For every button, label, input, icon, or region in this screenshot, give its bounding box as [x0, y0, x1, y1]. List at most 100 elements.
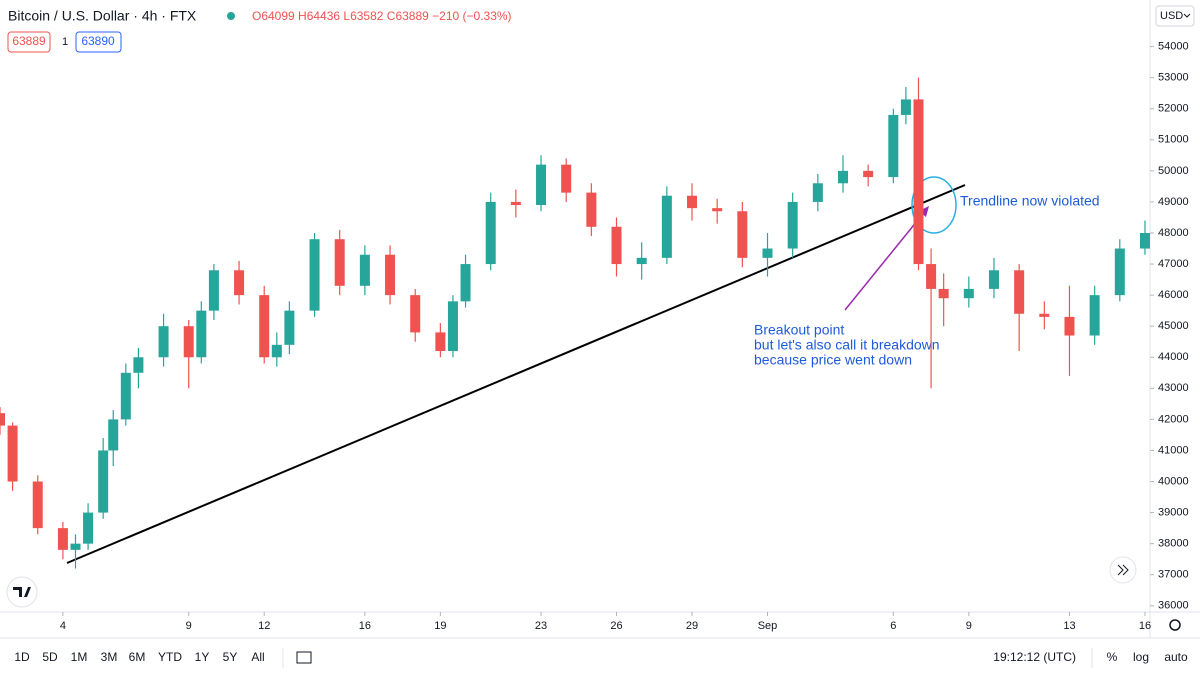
candle-body [926, 264, 937, 289]
candle-body [208, 270, 219, 311]
sell-price[interactable]: 63889 [12, 34, 46, 48]
candle-body [1139, 232, 1150, 249]
scale-option[interactable]: auto [1164, 650, 1188, 664]
candle-body [309, 239, 320, 311]
range-button[interactable]: YTD [158, 650, 182, 664]
candle-body [410, 295, 421, 333]
candle-body [259, 295, 270, 358]
y-tick-label: 47000 [1158, 258, 1189, 270]
candle-body [561, 164, 572, 193]
candle-body [762, 248, 773, 258]
y-tick-label: 52000 [1158, 103, 1189, 115]
candle-body [863, 170, 874, 178]
candle-body [83, 512, 94, 544]
buy-price[interactable]: 63890 [81, 34, 115, 48]
x-tick-label: 16 [1139, 620, 1151, 632]
candle-body [687, 195, 698, 209]
x-tick-label: 13 [1063, 620, 1075, 632]
y-tick-label: 48000 [1158, 227, 1189, 239]
x-tick-label: 23 [535, 620, 547, 632]
candle-body [837, 170, 848, 184]
y-tick-label: 39000 [1158, 506, 1189, 518]
candle-body [98, 450, 109, 513]
arrow-head [919, 206, 929, 217]
buy-button[interactable] [75, 31, 122, 53]
y-tick-label: 37000 [1158, 569, 1189, 581]
candle-body [385, 254, 396, 296]
clock: 19:12:12 (UTC) [993, 650, 1076, 664]
annotation: Trendline now violated [960, 193, 1100, 209]
sell-button[interactable] [7, 31, 51, 53]
candle-body [737, 211, 748, 258]
range-button[interactable]: 5D [42, 650, 58, 664]
annotation: Breakout point [754, 322, 844, 338]
x-tick-label: 9 [966, 620, 972, 632]
candle-body [234, 270, 245, 296]
x-tick-label: 29 [686, 620, 698, 632]
settings-icon[interactable] [1169, 619, 1181, 631]
candle-body [108, 419, 119, 451]
candle-body [586, 192, 597, 227]
logo-mark [13, 587, 31, 597]
candle-body [133, 357, 144, 373]
candle-body [284, 310, 295, 345]
range-button[interactable]: 1D [14, 650, 30, 664]
y-tick-label: 51000 [1158, 134, 1189, 146]
spread: 1 [62, 36, 68, 48]
candle-body [1014, 270, 1025, 314]
candle-body [158, 326, 169, 358]
candle-body [70, 543, 81, 550]
y-tick-label: 41000 [1158, 444, 1189, 456]
candle-body [1039, 313, 1050, 317]
currency-caret [1183, 13, 1191, 18]
candle-body [510, 201, 521, 206]
candle-body [913, 99, 924, 265]
scale-option[interactable]: log [1133, 650, 1149, 664]
x-tick-label: 9 [186, 620, 192, 632]
x-tick-label: 12 [258, 620, 270, 632]
highlight-circle [911, 176, 957, 234]
x-tick-label: 4 [60, 620, 66, 632]
y-tick-label: 43000 [1158, 382, 1189, 394]
range-button[interactable]: 5Y [223, 650, 238, 664]
date-range-icon[interactable] [296, 651, 312, 664]
range-button[interactable]: 1M [71, 650, 88, 664]
currency-button[interactable] [1155, 5, 1195, 27]
range-button[interactable]: 1Y [195, 650, 210, 664]
candle-body [1064, 316, 1075, 336]
candle-body [435, 332, 446, 352]
range-button[interactable]: All [251, 650, 264, 664]
candle-body [183, 326, 194, 358]
ohlc-legend: O64099 H64436 L63582 C63889 −210 (−0.33%… [252, 9, 512, 23]
candle-body [1089, 295, 1100, 336]
candle-body [271, 344, 282, 358]
candle-body [963, 288, 974, 299]
y-tick-label: 40000 [1158, 475, 1189, 487]
arrow-line [844, 209, 927, 311]
currency[interactable]: USD [1160, 10, 1183, 22]
x-tick-label: 19 [434, 620, 446, 632]
candle-body [712, 208, 723, 212]
candle-body [120, 372, 131, 420]
candle-body [611, 226, 622, 265]
y-tick-label: 50000 [1158, 165, 1189, 177]
annotation: because price went down [754, 352, 912, 368]
candle-body [57, 528, 68, 550]
candle-body [1114, 248, 1125, 296]
range-button[interactable]: 6M [129, 650, 146, 664]
candle-body [812, 183, 823, 202]
candle-body [460, 264, 471, 302]
y-tick-label: 46000 [1158, 289, 1189, 301]
candle-body [636, 257, 647, 265]
range-button[interactable]: 3M [101, 650, 118, 664]
y-tick-label: 36000 [1158, 600, 1189, 612]
x-tick-label: 16 [359, 620, 371, 632]
scale-option[interactable]: % [1107, 650, 1118, 664]
candle-body [485, 201, 496, 265]
candle-body [0, 413, 5, 426]
symbol-title: Bitcoin / U.S. Dollar · 4h · FTX [8, 8, 197, 24]
candle-body [900, 99, 911, 115]
candle-body [536, 164, 547, 206]
